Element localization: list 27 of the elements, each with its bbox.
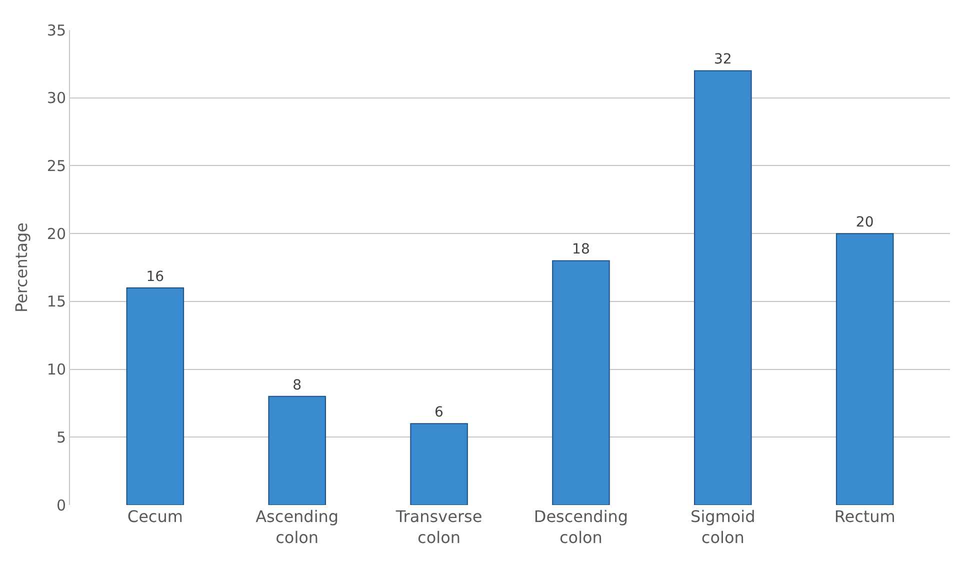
- bar: [552, 260, 610, 505]
- y-tick-label: 25: [46, 156, 66, 175]
- y-tick-label: 10: [46, 360, 66, 379]
- data-label: 32: [714, 52, 732, 68]
- x-tick-label: Transverse colon: [394, 507, 482, 547]
- x-tick-label: Descending colon: [534, 507, 628, 547]
- y-tick-label: 20: [46, 224, 66, 243]
- bar: [126, 287, 184, 505]
- data-label: 20: [856, 214, 874, 231]
- bar: [836, 233, 894, 505]
- bar: [268, 396, 326, 505]
- y-tick-label: 15: [46, 292, 66, 311]
- y-tick-label: 5: [56, 428, 66, 446]
- x-tick-label: Sigmoid colon: [690, 507, 756, 547]
- y-tick-label: 30: [46, 89, 66, 108]
- x-tick-label: Rectum: [834, 507, 896, 526]
- data-label: 8: [292, 377, 302, 394]
- x-tick-label: Ascending colon: [256, 507, 339, 547]
- bar: [410, 423, 468, 505]
- data-label: 6: [434, 404, 444, 421]
- data-label: 18: [572, 242, 590, 258]
- bar: [694, 70, 752, 505]
- data-label: 16: [146, 268, 164, 285]
- x-tick-label: Cecum: [127, 507, 183, 526]
- y-tick-label: 35: [46, 21, 66, 40]
- y-axis-title: Percentage: [12, 222, 31, 313]
- y-tick-label: 0: [56, 496, 66, 514]
